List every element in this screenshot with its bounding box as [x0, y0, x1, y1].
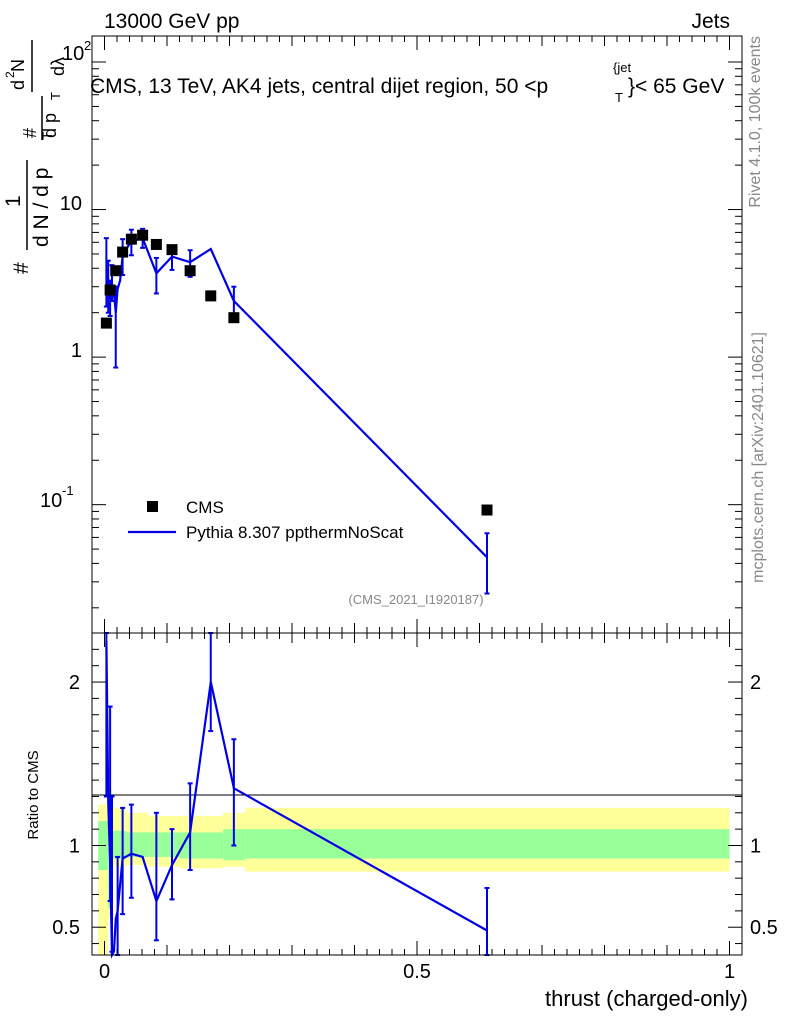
x-axis-label: thrust (charged-only) — [545, 986, 748, 1011]
ytick-label-100-exp: 2 — [84, 38, 91, 53]
xtick-label: 0 — [99, 961, 110, 983]
data-point — [100, 317, 112, 329]
xtick-label: 1 — [724, 961, 735, 983]
watermark: (CMS_2021_I1920187) — [348, 592, 483, 607]
ratio-band-inner — [179, 832, 224, 859]
legend-mc-label: Pythia 8.307 ppthermNoScat — [186, 523, 404, 542]
chart-title: CMS, 13 TeV, AK4 jets, central dijet reg… — [90, 60, 724, 105]
header-left: 13000 GeV pp — [104, 10, 239, 33]
legend-data-label: CMS — [186, 498, 224, 517]
ytick-label-10: 10 — [60, 193, 82, 215]
data-markers — [100, 229, 493, 516]
ylabel-t-sub-2: T — [48, 92, 63, 100]
title-main: CMS, 13 TeV, AK4 jets, central dijet reg… — [90, 75, 548, 98]
ytick-label-01-exp: -1 — [62, 483, 74, 498]
ratio-ytick-label-right: 1 — [750, 835, 761, 857]
data-point — [150, 238, 162, 250]
title-sup: {jet — [613, 60, 631, 75]
legend-data-marker — [147, 501, 158, 512]
data-point — [137, 229, 149, 241]
ylabel-hash-1: # — [10, 262, 33, 274]
ratio-ytick-labels: 0.5 0.5 1 1 2 2 — [52, 672, 778, 939]
ratio-ticks — [92, 633, 742, 955]
ratio-error-bars — [103, 632, 490, 956]
ytick-label-01: 10 — [40, 490, 62, 512]
ylabel-d2: d — [8, 80, 28, 90]
data-point — [166, 244, 178, 256]
title-tail: }< 65 GeV — [628, 75, 724, 98]
main-ytick-labels: 10 2 10 1 10 -1 — [40, 38, 91, 512]
ylabel-one: 1 — [2, 195, 25, 207]
ylabel-exp-2: 2 — [3, 71, 17, 78]
ylabel-n: N — [8, 59, 28, 72]
ratio-ytick-label-left: 0.5 — [52, 917, 80, 939]
ratio-ytick-label-left: 1 — [69, 835, 80, 857]
ratio-band-inner — [148, 832, 180, 857]
ytick-label-1: 1 — [71, 340, 82, 362]
header-right: Jets — [691, 10, 730, 33]
main-panel: 10 2 10 1 10 -1 CMS, 13 TeV, AK4 jets, c… — [40, 35, 743, 634]
data-point — [481, 504, 493, 516]
ylabel-dn-dpt: d N / d p — [30, 168, 53, 247]
ratio-band-inner — [126, 832, 149, 857]
data-point — [228, 312, 240, 324]
data-point — [117, 246, 129, 258]
data-point — [205, 290, 217, 302]
ytick-label-100: 10 — [62, 43, 84, 65]
ratio-ytick-label-left: 2 — [69, 672, 80, 694]
data-point — [184, 265, 196, 277]
ylabel-hash-2: # — [20, 128, 40, 138]
ratio-ytick-label-right: 2 — [750, 672, 761, 694]
ratio-line — [105, 641, 488, 959]
mc-line — [105, 236, 488, 559]
main-ticks — [92, 36, 742, 633]
ratio-panel: 0.5 0.51 12 2 0 0.5 1 Ratio to CMS thrust (ch… — [25, 632, 778, 1011]
ratio-band-inner — [245, 829, 730, 859]
ratio-xtick-labels: 0 0.5 1 — [99, 961, 735, 983]
data-point — [104, 284, 116, 296]
legend: CMS Pythia 8.307 ppthermNoScat — [128, 498, 404, 542]
xtick-label: 0.5 — [403, 961, 431, 983]
main-y-label: # 1 d N / d p T # d p T dλ d 2 N — [2, 40, 68, 274]
rivet-label: Rivet 4.1.0, 100k events — [747, 36, 764, 208]
site-label: mcplots.cern.ch [arXiv:2401.10621] — [750, 332, 767, 583]
ratio-band-outer — [98, 804, 109, 955]
main-frame — [91, 35, 743, 634]
ratio-ylabel: Ratio to CMS — [25, 750, 42, 839]
data-point — [125, 233, 137, 245]
ylabel-t-sub-1: T — [39, 131, 55, 140]
data-point — [110, 265, 122, 277]
ylabel-dpt-2: d p — [40, 113, 60, 138]
ratio-band-inner — [112, 830, 127, 859]
ratio-ytick-label-right: 0.5 — [750, 917, 778, 939]
title-sub: T — [615, 90, 623, 105]
ylabel-dlambda: dλ — [48, 57, 68, 76]
